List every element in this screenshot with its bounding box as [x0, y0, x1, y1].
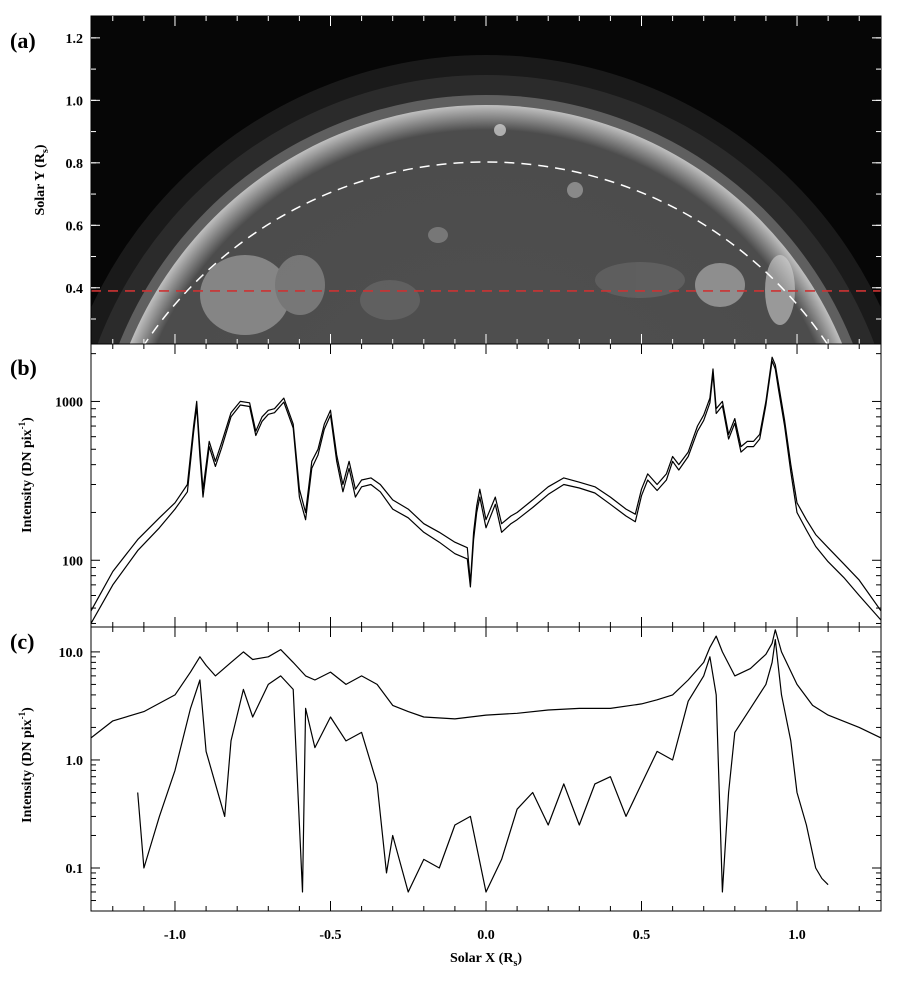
x-tick-label: 1.0	[788, 928, 806, 943]
intensity-panel-c: 0.1 1.0 10.0 -1.0 -0.5 0.0 0.5 1.0 Intensity (D…	[17, 626, 882, 943]
y-tick-label-a: 0.4	[66, 282, 84, 297]
x-tick-label: -1.0	[164, 928, 186, 943]
y-tick-label-a: 0.6	[66, 219, 84, 234]
intensity-panel-b: 100 1000 Intensity (DN pix-1)	[17, 343, 882, 628]
panel-label-c: (c)	[10, 629, 34, 654]
panel-label-a: (a)	[10, 28, 36, 53]
panel-b-frame	[90, 343, 882, 628]
solar-image-panel: 0.4 0.6 0.8 1.0 1.2 Solar Y (Rs)	[33, 15, 882, 345]
y-tick-label-c: 0.1	[66, 862, 84, 877]
series-b-1	[91, 356, 881, 612]
series-c-2	[137, 638, 829, 893]
panel-b-ticks: 100 1000	[55, 344, 881, 627]
series-c-1	[91, 629, 881, 739]
panel-a-ticks: 0.4 0.6 0.8 1.0 1.2	[66, 16, 881, 344]
y-axis-title-a: Solar Y (Rs)	[33, 144, 51, 215]
y-tick-label-c: 1.0	[66, 754, 84, 769]
series-b-2	[91, 360, 881, 624]
panel-c-ticks: 0.1 1.0 10.0 -1.0 -0.5 0.0 0.5 1.0	[59, 627, 881, 943]
y-tick-label-a: 1.2	[66, 32, 84, 47]
y-tick-label-a: 0.8	[66, 157, 84, 172]
x-axis-title: Solar X (Rs)	[450, 951, 522, 969]
y-tick-label-b: 100	[62, 554, 83, 569]
y-axis-title-c: Intensity (DN pix-1)	[17, 707, 35, 823]
active-regions	[200, 124, 795, 335]
y-tick-label-b: 1000	[55, 395, 83, 410]
panel-b-series	[91, 356, 881, 624]
panel-label-b: (b)	[10, 355, 37, 380]
y-tick-label-a: 1.0	[66, 94, 84, 109]
x-tick-label: 0.5	[633, 928, 651, 943]
x-tick-label: 0.0	[477, 928, 495, 943]
y-axis-title-b: Intensity (DN pix-1)	[17, 417, 35, 533]
x-tick-label: -0.5	[319, 928, 341, 943]
y-tick-label-c: 10.0	[59, 646, 84, 661]
panel-c-series	[91, 629, 881, 893]
panel-c-frame	[90, 626, 882, 912]
